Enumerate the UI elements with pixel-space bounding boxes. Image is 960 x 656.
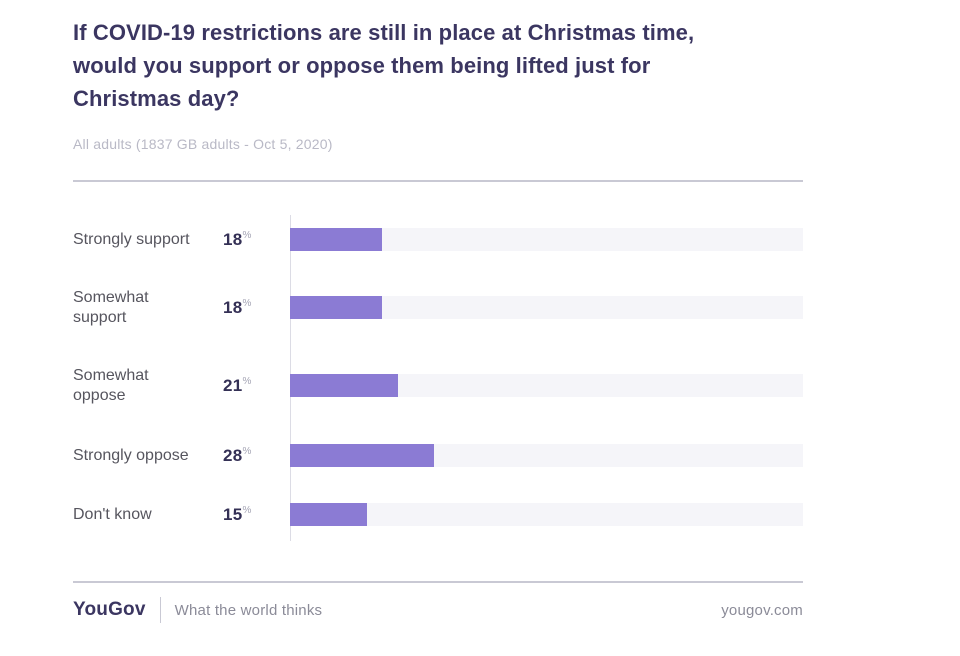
value-label: 15% [223,505,270,525]
percent-value: 18 [223,229,243,249]
bar [290,503,367,526]
percent-value: 21 [223,375,243,395]
chart-row: Somewhat support 18% [73,289,803,326]
footer: YouGov What the world thinks yougov.com [73,583,803,637]
category-label: Strongly oppose [73,446,189,464]
percent-sign: % [242,297,252,309]
bottom-divider [73,581,803,583]
percent-value: 18 [223,297,243,317]
bar [290,444,434,467]
yougov-logo: YouGov [73,599,146,620]
question-title: If COVID-19 restrictions are still in pl… [73,20,695,111]
percent-sign: % [242,229,252,241]
value-label: 18% [223,230,270,250]
chart-rows: Strongly support 18% Somewhat support 18… [73,215,803,541]
value-label: 18% [223,298,270,318]
bar-track [290,503,803,526]
footer-website: yougov.com [721,601,803,619]
content: If COVID-19 restrictions are still in pl… [73,16,803,637]
bar [290,374,398,397]
value-label: 28% [223,446,270,466]
percent-value: 15 [223,504,243,524]
logo-divider [159,597,161,623]
category-label: Strongly support [73,230,190,248]
survey-sample-subtitle: All adults (1837 GB adults - Oct 5, 2020… [73,136,333,152]
percent-sign: % [242,445,252,457]
bar-chart: Strongly support 18% Somewhat support 18… [73,215,803,541]
top-divider [73,180,803,182]
category-label: Don't know [73,505,152,523]
chart-row: Don't know 15% [73,503,803,526]
percent-sign: % [242,375,252,387]
bar-track [290,296,803,319]
bar-track [290,444,803,467]
bar [290,296,383,319]
category-label: Somewhat support [73,288,149,326]
percent-sign: % [242,504,252,516]
value-label: 21% [223,376,270,396]
percent-value: 28 [223,445,243,465]
category-label: Somewhat oppose [73,366,149,404]
footer-tagline: What the world thinks [174,601,323,619]
page: If COVID-19 restrictions are still in pl… [0,16,960,656]
bar-track [290,228,803,251]
chart-row: Strongly support 18% [73,228,803,251]
chart-row: Strongly oppose 28% [73,444,803,467]
chart-row: Somewhat oppose 21% [73,367,803,404]
bar-track [290,374,803,397]
bar [290,228,383,251]
